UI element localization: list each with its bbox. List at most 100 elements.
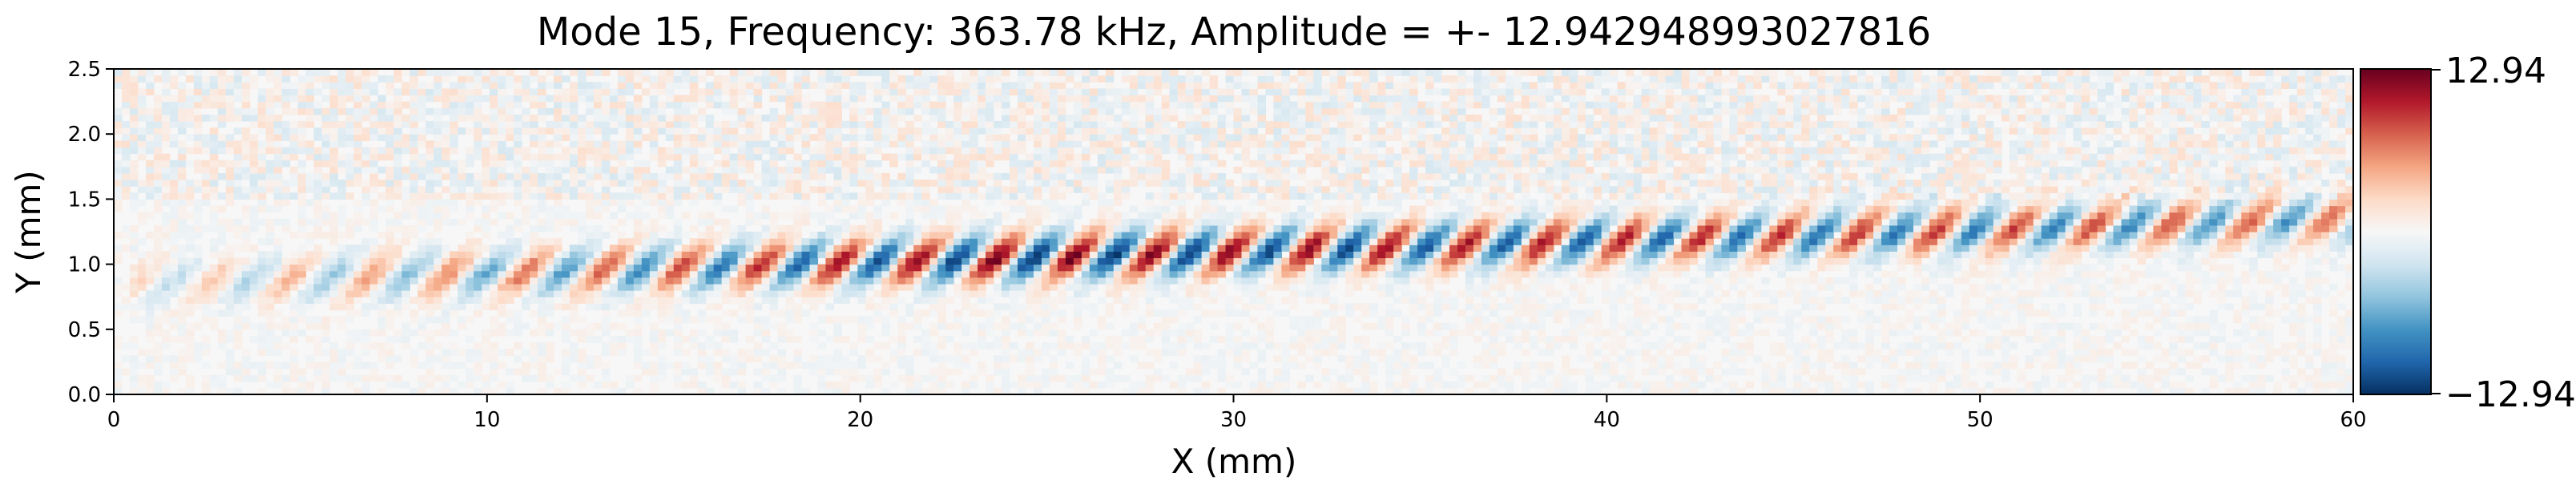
heatmap-cell <box>466 297 474 304</box>
heatmap-cell <box>177 264 187 272</box>
heatmap-cell <box>801 114 811 122</box>
heatmap-cell <box>625 335 635 343</box>
heatmap-cell <box>577 120 587 128</box>
heatmap-cell <box>281 75 291 83</box>
heatmap-cell <box>1137 316 1147 324</box>
heatmap-cell <box>506 387 514 394</box>
heatmap-cell <box>1033 147 1042 155</box>
heatmap-cell <box>562 153 570 161</box>
heatmap-cell <box>417 107 426 115</box>
heatmap-cell <box>681 120 691 128</box>
heatmap-cell <box>1049 329 1058 337</box>
heatmap-cell <box>1057 309 1066 317</box>
heatmap-cell <box>970 172 978 180</box>
heatmap-cell <box>953 114 962 122</box>
heatmap-cell <box>585 290 595 297</box>
heatmap-cell <box>745 140 755 148</box>
heatmap-cell <box>369 277 379 285</box>
heatmap-cell <box>986 192 994 200</box>
heatmap-cell <box>881 88 890 96</box>
heatmap-cell <box>657 160 667 168</box>
heatmap-cell <box>729 264 739 272</box>
heatmap-cell <box>401 88 410 96</box>
heatmap-cell <box>897 251 906 259</box>
heatmap-cell <box>466 277 474 285</box>
heatmap-cell <box>937 134 946 141</box>
heatmap-cell <box>177 257 187 265</box>
heatmap-cell <box>1121 374 1131 382</box>
heatmap-cell <box>265 303 275 311</box>
heatmap-cell <box>801 134 811 141</box>
heatmap-cell <box>713 192 723 200</box>
heatmap-cell <box>801 251 811 259</box>
heatmap-cell <box>994 335 1002 343</box>
heatmap-cell <box>793 218 803 226</box>
heatmap-cell <box>921 212 930 220</box>
heatmap-cell <box>441 374 450 382</box>
heatmap-cell <box>593 251 603 259</box>
heatmap-cell <box>665 186 675 193</box>
heatmap-cell <box>897 362 906 370</box>
heatmap-cell <box>825 147 834 155</box>
heatmap-cell <box>466 244 474 252</box>
heatmap-cell <box>337 290 347 297</box>
heatmap-cell <box>913 309 922 317</box>
heatmap-cell <box>498 120 506 128</box>
heatmap-cell <box>401 147 410 155</box>
heatmap-cell <box>1145 257 1155 265</box>
heatmap-cell <box>265 75 275 83</box>
heatmap-cell <box>633 186 643 193</box>
heatmap-cell <box>153 205 163 213</box>
heatmap-cell <box>849 101 858 109</box>
heatmap-cell <box>729 381 739 389</box>
heatmap-cell <box>905 283 914 291</box>
heatmap-cell <box>793 107 803 115</box>
heatmap-cell <box>546 349 554 356</box>
heatmap-cell <box>554 153 562 161</box>
heatmap-cell <box>970 205 978 213</box>
heatmap-cell <box>633 95 643 103</box>
heatmap-cell <box>273 270 283 278</box>
heatmap-cell <box>737 160 747 168</box>
heatmap-cell <box>361 180 371 187</box>
heatmap-cell <box>737 355 747 362</box>
heatmap-cell <box>585 107 595 115</box>
heatmap-cell <box>273 180 283 187</box>
heatmap-cell <box>185 212 195 220</box>
heatmap-cell <box>961 355 970 362</box>
heatmap-cell <box>554 264 562 272</box>
heatmap-cell <box>585 212 595 220</box>
heatmap-cell <box>617 120 627 128</box>
heatmap-cell <box>417 114 426 122</box>
heatmap-cell <box>530 75 538 83</box>
heatmap-cell <box>177 297 187 304</box>
heatmap-cell <box>1049 342 1058 350</box>
heatmap-cell <box>881 75 890 83</box>
heatmap-cell <box>729 172 739 180</box>
heatmap-cell <box>482 283 490 291</box>
heatmap-cell <box>114 120 123 128</box>
heatmap-cell <box>801 290 811 297</box>
heatmap-cell <box>161 224 171 232</box>
heatmap-cell <box>689 297 699 304</box>
heatmap-cell <box>609 172 619 180</box>
heatmap-cell <box>753 172 763 180</box>
heatmap-cell <box>705 303 715 311</box>
heatmap-cell <box>273 309 283 317</box>
heatmap-cell <box>841 134 850 141</box>
heatmap-cell <box>177 82 187 89</box>
heatmap-cell <box>769 107 779 115</box>
heatmap-cell <box>233 88 243 96</box>
heatmap-cell <box>217 342 227 350</box>
heatmap-cell <box>1097 212 1107 220</box>
heatmap-cell <box>873 316 882 324</box>
heatmap-cell <box>554 166 562 174</box>
heatmap-cell <box>994 368 1002 376</box>
heatmap-cell <box>321 316 331 324</box>
heatmap-cell <box>793 134 803 141</box>
heatmap-cell <box>209 212 219 220</box>
heatmap-cell <box>673 232 683 239</box>
heatmap-cell <box>1097 277 1107 285</box>
heatmap-cell <box>546 127 554 135</box>
heatmap-cell <box>145 251 155 259</box>
